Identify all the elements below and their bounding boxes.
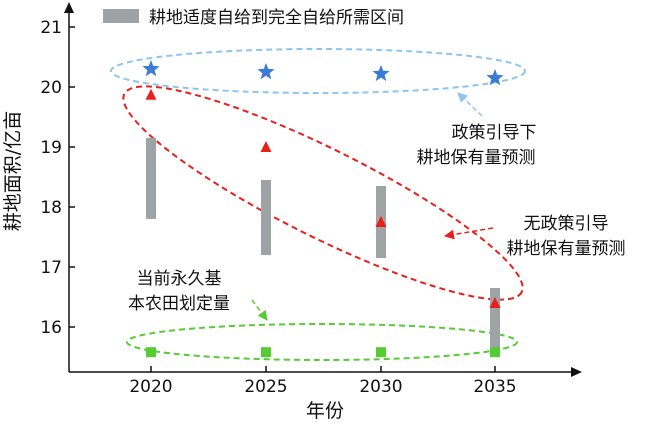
nopolicy-annotation: 无政策引导 耕地保有量预测 bbox=[444, 214, 626, 259]
axes bbox=[64, 2, 582, 377]
y-tick-label: 20 bbox=[40, 78, 62, 98]
farmland-annotation-line1: 当前永久基 bbox=[137, 269, 222, 289]
y-tick-label: 17 bbox=[40, 258, 62, 278]
square-marker bbox=[261, 347, 271, 358]
y-axis-arrow bbox=[64, 2, 74, 13]
y-tick-label: 16 bbox=[40, 318, 62, 338]
x-axis-title: 年份 bbox=[306, 400, 344, 422]
legend-swatch bbox=[103, 9, 139, 23]
legend: 耕地适度自给到完全自给所需区间 bbox=[103, 8, 404, 28]
policy-annotation-line2: 耕地保有量预测 bbox=[417, 148, 536, 168]
x-tick-label: 2020 bbox=[129, 377, 172, 397]
x-tick-label: 2025 bbox=[244, 377, 287, 397]
y-ticks: 16 17 18 19 20 21 bbox=[40, 18, 75, 338]
square-marker bbox=[146, 347, 156, 358]
markers bbox=[142, 60, 504, 358]
star-marker bbox=[257, 63, 275, 80]
policy-annotation-arrow bbox=[457, 92, 483, 117]
range-bar bbox=[146, 138, 156, 219]
policy-annotation-line1: 政策引导下 bbox=[452, 123, 537, 143]
nopolicy-ellipse bbox=[122, 85, 524, 301]
range-bar bbox=[261, 180, 271, 255]
x-tick-label: 2035 bbox=[473, 377, 516, 397]
x-tick-label: 2030 bbox=[359, 377, 402, 397]
policy-annotation: 政策引导下 耕地保有量预测 bbox=[417, 92, 537, 168]
nopolicy-annotation-line2: 耕地保有量预测 bbox=[507, 239, 626, 259]
y-axis-title: 耕地面积/亿亩 bbox=[2, 111, 24, 231]
star-marker bbox=[142, 60, 160, 77]
square-marker bbox=[376, 347, 386, 358]
triangle-marker bbox=[375, 216, 387, 227]
legend-label: 耕地适度自给到完全自给所需区间 bbox=[149, 8, 404, 28]
triangle-marker bbox=[489, 297, 501, 308]
y-tick-label: 21 bbox=[40, 18, 62, 38]
x-ticks: 2020 2025 2030 2035 bbox=[129, 366, 517, 397]
square-marker bbox=[490, 347, 500, 358]
star-marker bbox=[372, 64, 390, 82]
y-tick-label: 19 bbox=[40, 138, 62, 158]
star-marker bbox=[486, 69, 504, 86]
nopolicy-annotation-line1: 无政策引导 bbox=[524, 214, 609, 234]
farmland-ellipse bbox=[126, 323, 518, 361]
y-tick-label: 18 bbox=[40, 198, 62, 218]
range-bar bbox=[490, 288, 500, 357]
triangle-marker bbox=[260, 141, 272, 152]
farmland-annotation-arrow bbox=[251, 299, 268, 321]
farmland-annotation-line2: 本农田划定量 bbox=[128, 294, 230, 314]
nopolicy-annotation-arrow bbox=[444, 227, 494, 240]
policy-ellipse bbox=[110, 48, 526, 94]
x-axis-arrow bbox=[571, 367, 582, 377]
triangle-marker bbox=[145, 88, 157, 100]
farmland-annotation: 当前永久基 本农田划定量 bbox=[128, 269, 268, 321]
